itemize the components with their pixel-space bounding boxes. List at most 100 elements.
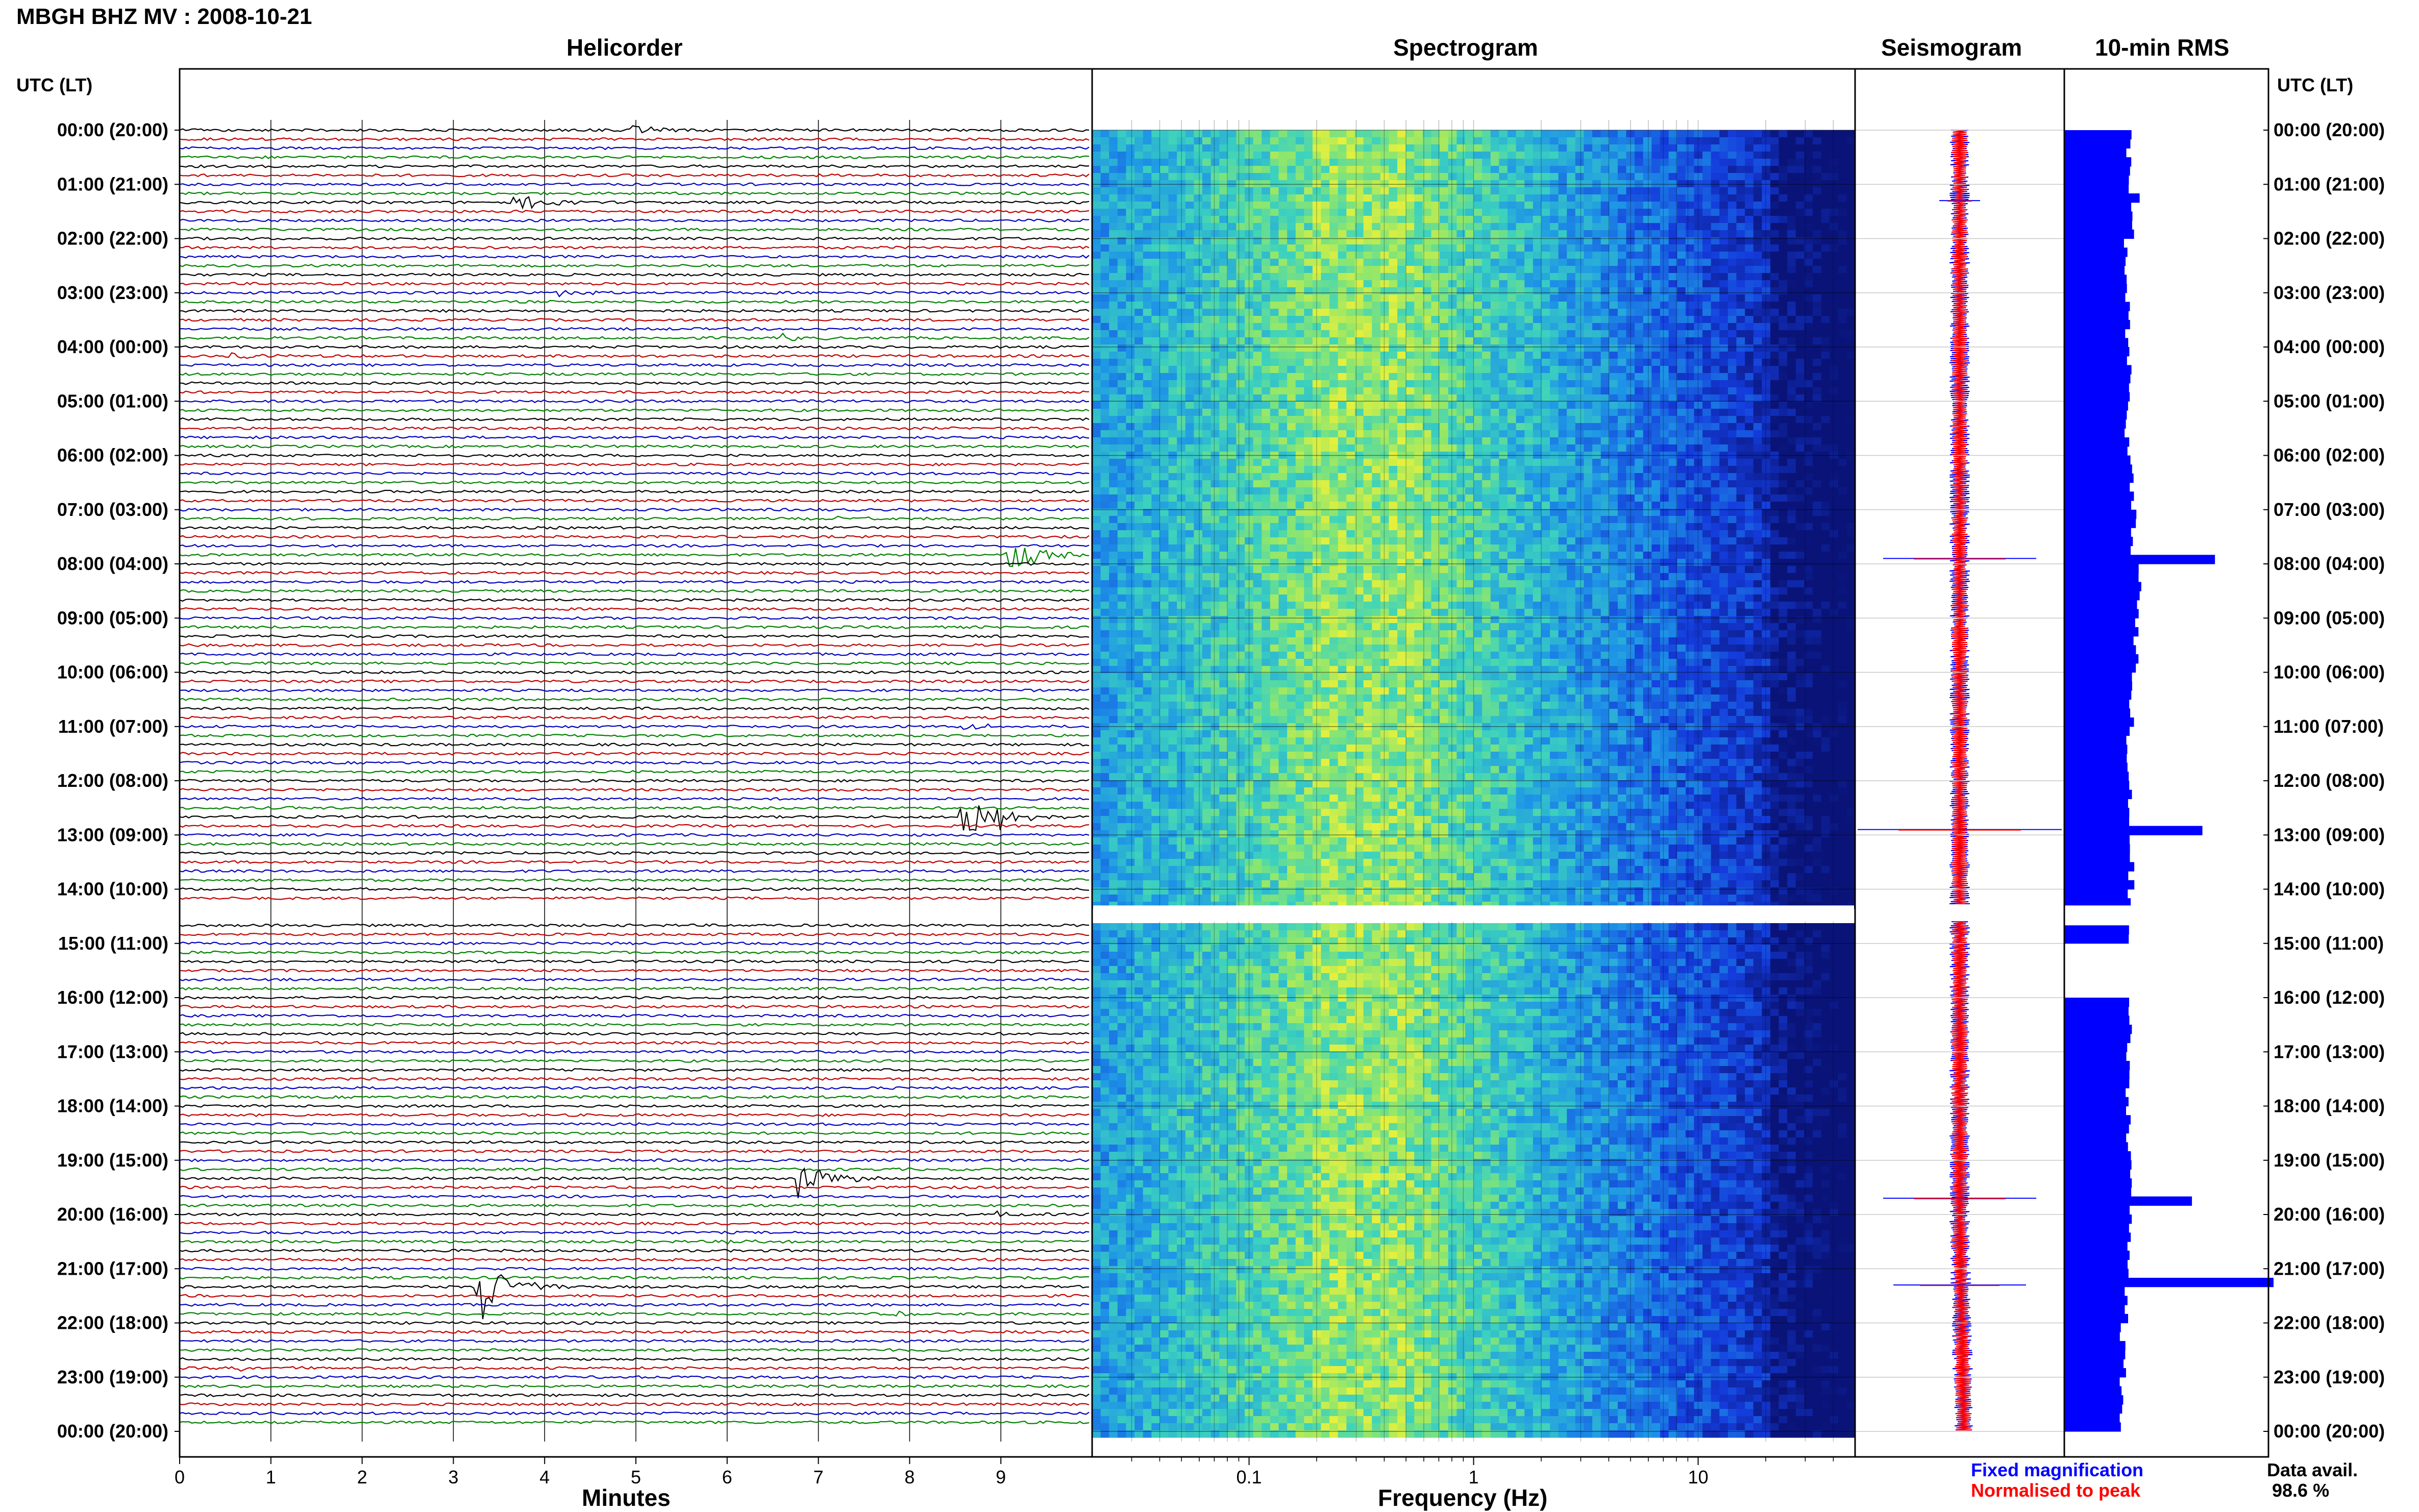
spectrogram-cell xyxy=(1397,473,1406,481)
spectrogram-cell xyxy=(1372,187,1381,195)
spectrogram-cell xyxy=(1635,502,1644,509)
spectrogram-cell xyxy=(1389,266,1398,274)
spectrogram-cell xyxy=(1651,394,1661,402)
spectrogram-cell xyxy=(1541,180,1550,188)
spectrogram-cell xyxy=(1677,159,1686,166)
spectrogram-cell xyxy=(1499,273,1508,281)
spectrogram-cell xyxy=(1329,137,1339,145)
spectrogram-cell xyxy=(1516,287,1525,295)
spectrogram-cell xyxy=(1524,223,1534,231)
spectrogram-cell xyxy=(1668,373,1677,381)
spectrogram-cell xyxy=(1719,416,1729,424)
spectrogram-cell xyxy=(1321,502,1330,509)
spectrogram-cell xyxy=(1516,337,1525,345)
spectrogram-cell xyxy=(1787,166,1796,173)
spectrogram-cell xyxy=(1134,352,1144,359)
spectrogram-cell xyxy=(1838,244,1847,252)
spectrogram-cell xyxy=(1694,494,1703,502)
spectrogram-cell xyxy=(1211,230,1220,238)
spectrogram-cell xyxy=(1745,244,1754,252)
spectrogram-cell xyxy=(1838,387,1847,395)
spectrogram-cell xyxy=(1422,137,1431,145)
spectrogram-cell xyxy=(1473,437,1483,445)
spectrogram-cell xyxy=(1635,444,1644,452)
spectrogram-cell xyxy=(1312,216,1322,224)
spectrogram-cell xyxy=(1711,130,1720,138)
spectrogram-cell xyxy=(1448,459,1457,466)
spectrogram-cell xyxy=(1202,216,1212,224)
seismogram-title: Seismogram xyxy=(1881,34,2022,61)
spectrogram-cell xyxy=(1846,323,1856,331)
spectrogram-cell xyxy=(1287,337,1296,345)
spectrogram-cell xyxy=(1168,452,1177,459)
spectrogram-cell xyxy=(1278,152,1288,159)
spectrogram-cell xyxy=(1617,144,1627,152)
spectrogram-cell xyxy=(1719,437,1729,445)
spectrogram-cell xyxy=(1609,244,1618,252)
spectrogram-cell xyxy=(1092,459,1101,466)
spectrogram-cell xyxy=(1304,302,1313,309)
spectrogram-cell xyxy=(1668,252,1677,259)
spectrogram-cell xyxy=(1151,437,1161,445)
spectrogram-cell xyxy=(1584,487,1593,495)
spectrogram-cell xyxy=(1100,502,1109,509)
spectrogram-cell xyxy=(1635,316,1644,324)
spectrogram-cell xyxy=(1126,152,1135,159)
spectrogram-cell xyxy=(1211,459,1220,466)
spectrogram-cell xyxy=(1380,152,1389,159)
spectrogram-cell xyxy=(1194,259,1203,266)
spectrogram-cell xyxy=(1405,166,1415,173)
spectrogram-cell xyxy=(1422,480,1431,488)
spectrogram-cell xyxy=(1533,437,1542,445)
spectrogram-cell xyxy=(1711,152,1720,159)
spectrogram-cell xyxy=(1677,187,1686,195)
spectrogram-cell xyxy=(1329,402,1339,409)
spectrogram-cell xyxy=(1643,380,1652,388)
spectrogram-cell xyxy=(1354,494,1364,502)
spectrogram-cell xyxy=(1600,437,1610,445)
spectrogram-cell xyxy=(1295,480,1304,488)
spectrogram-cell xyxy=(1109,380,1118,388)
spectrogram-cell xyxy=(1389,252,1398,259)
spectrogram-cell xyxy=(1372,487,1381,495)
spectrogram-cell xyxy=(1270,337,1279,345)
spectrogram-cell xyxy=(1795,287,1805,295)
spectrogram-cell xyxy=(1117,509,1126,516)
spectrogram-cell xyxy=(1745,380,1754,388)
spectrogram-cell xyxy=(1295,502,1304,509)
spectrogram-cell xyxy=(1287,166,1296,173)
spectrogram-cell xyxy=(1719,202,1729,209)
spectrogram-cell xyxy=(1278,516,1288,524)
spectrogram-cell xyxy=(1787,359,1796,366)
spectrogram-cell xyxy=(1719,452,1729,459)
spectrogram-cell xyxy=(1575,316,1584,324)
spectrogram-cell xyxy=(1550,402,1559,409)
spectrogram-cell xyxy=(1762,223,1771,231)
spectrogram-cell xyxy=(1465,216,1474,224)
spectrogram-cell xyxy=(1821,337,1830,345)
spectrogram-cell xyxy=(1584,152,1593,159)
spectrogram-cell xyxy=(1338,337,1347,345)
spectrogram-cell xyxy=(1253,180,1262,188)
spectrogram-cell xyxy=(1227,144,1237,152)
spectrogram-cell xyxy=(1821,180,1830,188)
spectrogram-cell xyxy=(1779,230,1788,238)
spectrogram-cell xyxy=(1270,159,1279,166)
spectrogram-cell xyxy=(1159,316,1169,324)
spectrogram-cell xyxy=(1753,259,1762,266)
spectrogram-cell xyxy=(1694,380,1703,388)
spectrogram-cell xyxy=(1117,494,1126,502)
spectrogram-cell xyxy=(1609,223,1618,231)
spectrogram-cell xyxy=(1185,180,1194,188)
spectrogram-cell xyxy=(1584,337,1593,345)
spectrogram-cell xyxy=(1270,437,1279,445)
spectrogram-cell xyxy=(1838,130,1847,138)
spectrogram-cell xyxy=(1550,459,1559,466)
spectrogram-cell xyxy=(1727,302,1737,309)
spectrogram-cell xyxy=(1499,202,1508,209)
spectrogram-cell xyxy=(1626,373,1635,381)
spectrogram-cell xyxy=(1592,259,1601,266)
spectrogram-cell xyxy=(1779,337,1788,345)
spectrogram-cell xyxy=(1838,494,1847,502)
spectrogram-cell xyxy=(1702,352,1712,359)
